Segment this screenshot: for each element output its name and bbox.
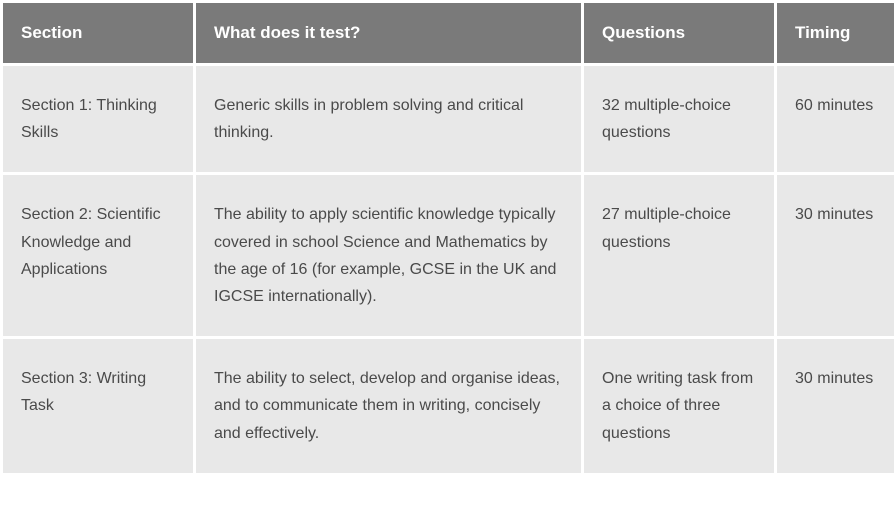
cell-questions: One writing task from a choice of three … (584, 339, 774, 473)
header-timing: Timing (777, 3, 894, 63)
cell-questions: 27 multiple-choice questions (584, 175, 774, 336)
cell-section: Section 2: Scientific Knowledge and Appl… (3, 175, 193, 336)
table-row: Section 2: Scientific Knowledge and Appl… (3, 175, 894, 336)
table-row: Section 1: Thinking Skills Generic skill… (3, 66, 894, 172)
cell-test: The ability to apply scientific knowledg… (196, 175, 581, 336)
table-row: Section 3: Writing Task The ability to s… (3, 339, 894, 473)
table-body: Section 1: Thinking Skills Generic skill… (3, 66, 894, 473)
cell-section: Section 1: Thinking Skills (3, 66, 193, 172)
table: Section What does it test? Questions Tim… (0, 0, 894, 476)
header-questions: Questions (584, 3, 774, 63)
cell-section: Section 3: Writing Task (3, 339, 193, 473)
cell-timing: 30 minutes (777, 339, 894, 473)
header-test: What does it test? (196, 3, 581, 63)
cell-test: The ability to select, develop and organ… (196, 339, 581, 473)
test-sections-table: Section What does it test? Questions Tim… (0, 0, 894, 476)
table-header-row: Section What does it test? Questions Tim… (3, 3, 894, 63)
cell-timing: 30 minutes (777, 175, 894, 336)
cell-questions: 32 multiple-choice questions (584, 66, 774, 172)
table-header: Section What does it test? Questions Tim… (3, 3, 894, 63)
cell-timing: 60 minutes (777, 66, 894, 172)
cell-test: Generic skills in problem solving and cr… (196, 66, 581, 172)
header-section: Section (3, 3, 193, 63)
